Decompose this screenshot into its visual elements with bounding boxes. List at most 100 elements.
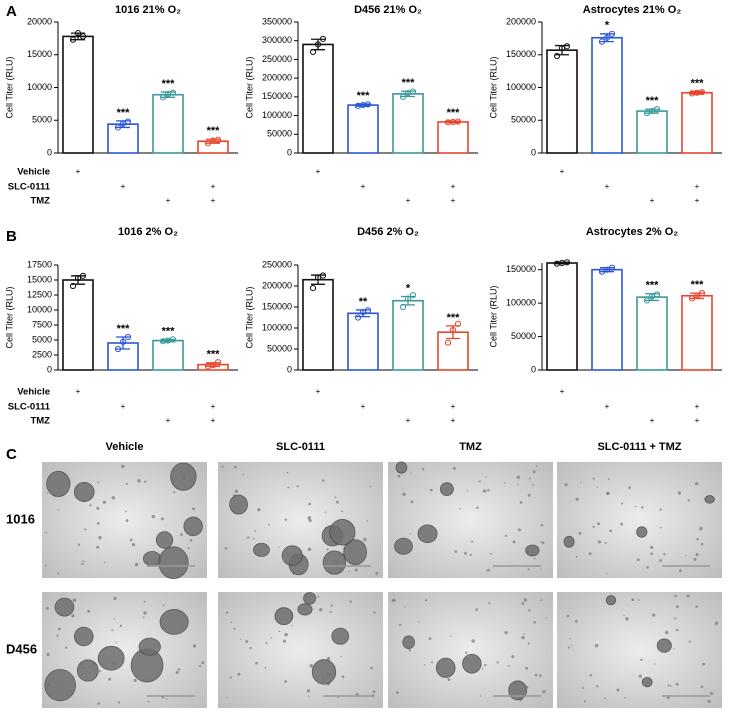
spheroid: [183, 516, 203, 537]
debris: [640, 658, 643, 662]
treatment-label: TMZ: [30, 196, 50, 207]
debris: [521, 636, 525, 640]
data-point: [159, 94, 167, 101]
data-point: [643, 297, 651, 304]
bar: [392, 299, 424, 371]
debris: [237, 672, 241, 676]
significance-label: ***: [162, 325, 176, 337]
debris: [125, 482, 128, 485]
debris: [192, 507, 195, 511]
debris: [108, 677, 112, 681]
data-point: [119, 120, 127, 127]
y-tick-label: 15000: [27, 49, 52, 59]
debris: [667, 684, 670, 687]
significance-label: ***: [646, 280, 660, 292]
debris: [296, 485, 299, 488]
treatment-mark: +: [76, 387, 81, 396]
error-bar: [645, 108, 659, 114]
spheroid: [704, 495, 715, 504]
debris: [330, 604, 333, 607]
debris: [131, 543, 136, 547]
debris: [373, 611, 376, 614]
data-point: [409, 88, 417, 95]
micrograph: [557, 462, 722, 578]
debris: [710, 692, 714, 696]
spheroid: [605, 595, 617, 606]
debris: [486, 568, 490, 572]
spheroid: [439, 482, 454, 496]
debris: [306, 689, 311, 693]
debris: [307, 516, 312, 520]
debris: [596, 685, 599, 688]
spheroid: [142, 551, 162, 567]
treatment-label: SLC-0111: [8, 402, 51, 413]
spheroid: [73, 626, 94, 647]
debris: [334, 496, 337, 499]
debris: [370, 666, 373, 670]
debris: [270, 637, 273, 639]
debris: [111, 629, 114, 632]
spheroid: [525, 544, 540, 557]
debris: [398, 623, 402, 627]
debris: [326, 548, 329, 551]
data-point: [598, 268, 606, 275]
error-bar: [356, 103, 370, 107]
data-point: [364, 307, 372, 314]
bar: [347, 104, 379, 154]
chart-title: D456 21% O₂: [354, 4, 422, 16]
treatment-mark: +: [211, 416, 216, 425]
debris: [677, 491, 681, 495]
data-point: [309, 48, 317, 56]
debris: [119, 624, 123, 628]
debris: [533, 557, 536, 560]
debris: [421, 468, 425, 471]
data-point: [598, 38, 606, 45]
debris: [478, 480, 481, 483]
treatment-mark: +: [211, 182, 216, 191]
debris: [659, 559, 662, 562]
debris: [528, 609, 531, 612]
debris: [57, 572, 60, 575]
significance-label: ***: [207, 349, 221, 361]
debris: [143, 600, 146, 603]
error-bar: [600, 267, 614, 273]
debris: [597, 540, 601, 544]
debris: [341, 510, 343, 513]
treatment-label: SLC-0111: [8, 182, 51, 193]
debris: [392, 598, 396, 602]
significance-label: ***: [207, 125, 221, 137]
debris: [454, 550, 458, 553]
data-point: [74, 275, 82, 282]
bar: [392, 93, 424, 154]
spheroid: [402, 635, 415, 649]
treatment-mark: +: [211, 402, 216, 411]
debris: [147, 700, 150, 703]
data-point: [688, 295, 696, 302]
y-tick-label: 150000: [262, 301, 292, 311]
debris: [278, 630, 281, 633]
debris: [592, 477, 595, 480]
debris: [609, 529, 612, 533]
debris: [447, 678, 451, 681]
y-tick-label: 5000: [32, 115, 52, 125]
debris: [254, 530, 256, 532]
debris: [64, 646, 68, 649]
debris: [580, 482, 582, 484]
error-bar: [690, 90, 704, 95]
debris: [695, 552, 699, 557]
bar: [591, 36, 623, 154]
debris: [567, 646, 570, 649]
debris: [715, 624, 717, 626]
treatment-mark: +: [76, 167, 81, 176]
debris: [322, 479, 325, 482]
data-point: [409, 292, 417, 299]
micrograph: [388, 462, 553, 578]
y-axis-label: Cell Titer (RLU): [244, 56, 254, 118]
spheroid: [76, 659, 99, 682]
debris: [160, 517, 164, 521]
debris: [115, 642, 117, 644]
y-tick-label: 2500: [32, 349, 52, 359]
debris: [142, 616, 145, 619]
treatment-mark: +: [211, 196, 216, 205]
debris: [651, 613, 656, 617]
